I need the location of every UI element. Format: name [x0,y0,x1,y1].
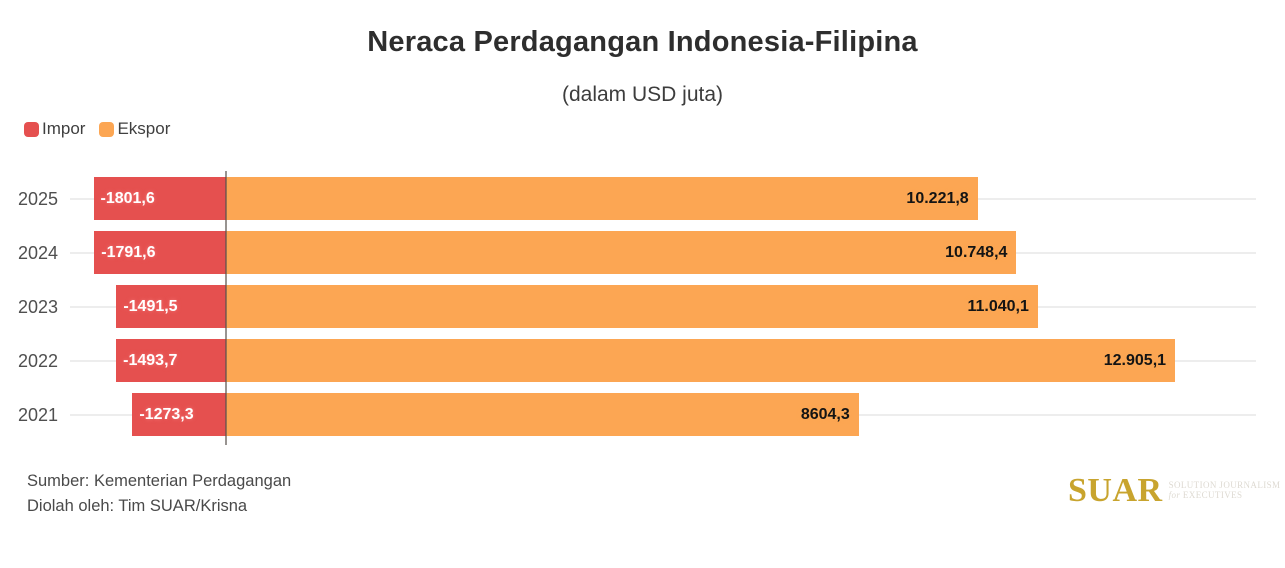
tagline-for: for [1168,490,1181,500]
ekspor-swatch-icon [99,121,115,137]
impor-swatch-icon [24,121,39,137]
year-label: 2021 [17,404,58,425]
impor-bar: -1491,5 [116,285,226,328]
ekspor-bar: 10.748,4 [226,231,1017,274]
credit-note: Diolah oleh: Tim SUAR/Krisna [27,497,248,515]
chart-subtitle: (dalam USD juta) [561,83,724,106]
impor-value-label: -1273,3 [139,406,194,423]
ekspor-value-label: 10.748,4 [945,244,1008,261]
impor-value-label: -1493,7 [123,352,178,369]
tagline-line2: EXECUTIVES [1180,490,1243,500]
legend-label-ekspor: Ekspor [117,119,171,138]
impor-value-label: -1491,5 [123,298,178,315]
impor-bar: -1801,6 [93,177,226,220]
year-label: 2024 [17,242,58,263]
suar-logo-wordmark: SUAR [1068,472,1163,509]
ekspor-value-label: 10.221,8 [906,190,969,207]
suar-logo-tagline: SOLUTION JOURNALISM for EXECUTIVES [1169,474,1281,500]
impor-value-label: -1801,6 [100,190,155,207]
ekspor-bar: 8604,3 [226,393,859,436]
footer: Sumber: Kementerian Perdagangan Diolah o… [27,469,291,519]
legend-item-impor: Impor [24,119,85,139]
legend-item-ekspor: Ekspor [99,119,170,139]
ekspor-value-label: 8604,3 [800,406,850,423]
ekspor-bar: 11.040,1 [226,285,1038,328]
impor-bar: -1273,3 [132,393,226,436]
zero-axis-line [225,171,227,445]
source-note: Sumber: Kementerian Perdagangan [27,472,292,490]
legend-label-impor: Impor [42,119,86,138]
ekspor-bar: 10.221,8 [226,177,978,220]
ekspor-value-label: 11.040,1 [967,298,1029,315]
suar-logo: SUAR SOLUTION JOURNALISM for EXECUTIVES [1068,474,1280,508]
impor-value-label: -1791,6 [101,244,156,261]
year-label: 2022 [17,350,58,371]
legend: Impor Ekspor [24,119,170,139]
impor-bar: -1493,7 [116,339,226,382]
year-label: 2023 [17,296,58,317]
ekspor-bar: 12.905,1 [226,339,1176,382]
chart-title: Neraca Perdagangan Indonesia-Filipina [367,26,918,58]
tagline-line1: SOLUTION JOURNALISM [1168,480,1281,490]
impor-bar: -1791,6 [94,231,226,274]
year-label: 2025 [17,188,58,209]
ekspor-value-label: 12.905,1 [1103,352,1167,369]
